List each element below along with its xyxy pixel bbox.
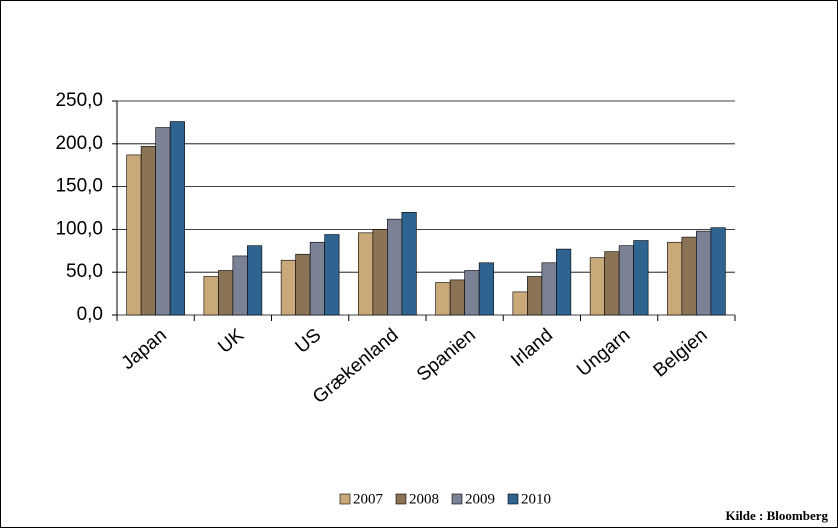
bar <box>478 262 494 316</box>
bar <box>247 245 263 316</box>
bar <box>512 291 528 316</box>
y-tick-label: 50,0 <box>66 261 103 282</box>
bar <box>527 276 543 316</box>
legend-label: 2010 <box>521 491 551 507</box>
y-tick-label: 100,0 <box>55 218 103 239</box>
bar <box>169 121 185 316</box>
bar <box>401 211 417 316</box>
bar <box>618 245 634 316</box>
bar <box>203 276 219 316</box>
legend-label: 2007 <box>353 491 384 507</box>
bar <box>710 227 726 316</box>
bar <box>155 127 171 316</box>
legend-swatch <box>395 493 407 505</box>
bar <box>435 282 451 316</box>
bar <box>604 251 620 316</box>
y-tick-label: 0,0 <box>77 304 103 325</box>
bar <box>295 253 311 316</box>
bar <box>387 218 403 316</box>
y-tick-label: 150,0 <box>55 176 103 197</box>
bar <box>696 230 712 316</box>
bar <box>280 259 296 316</box>
bar <box>140 146 156 316</box>
bar <box>633 240 649 316</box>
y-tick-label: 250,0 <box>55 90 103 111</box>
y-tick-label: 200,0 <box>55 133 103 154</box>
legend-swatch <box>451 493 463 505</box>
bar <box>681 236 697 316</box>
bar <box>232 255 248 316</box>
legend-label: 2008 <box>409 491 439 507</box>
bar <box>667 241 683 316</box>
source-note: Kilde : Bloomberg <box>725 508 828 523</box>
bar <box>126 154 142 316</box>
legend-swatch <box>339 493 351 505</box>
bar <box>541 262 557 316</box>
legend-swatch <box>507 493 519 505</box>
bar <box>358 232 374 316</box>
bar <box>372 229 388 316</box>
bar <box>589 257 605 316</box>
bar <box>464 270 480 316</box>
bar <box>218 270 234 316</box>
bar <box>324 234 340 316</box>
bar <box>309 241 325 316</box>
bar <box>449 279 465 316</box>
bar <box>556 248 572 316</box>
legend-label: 2009 <box>465 491 495 507</box>
